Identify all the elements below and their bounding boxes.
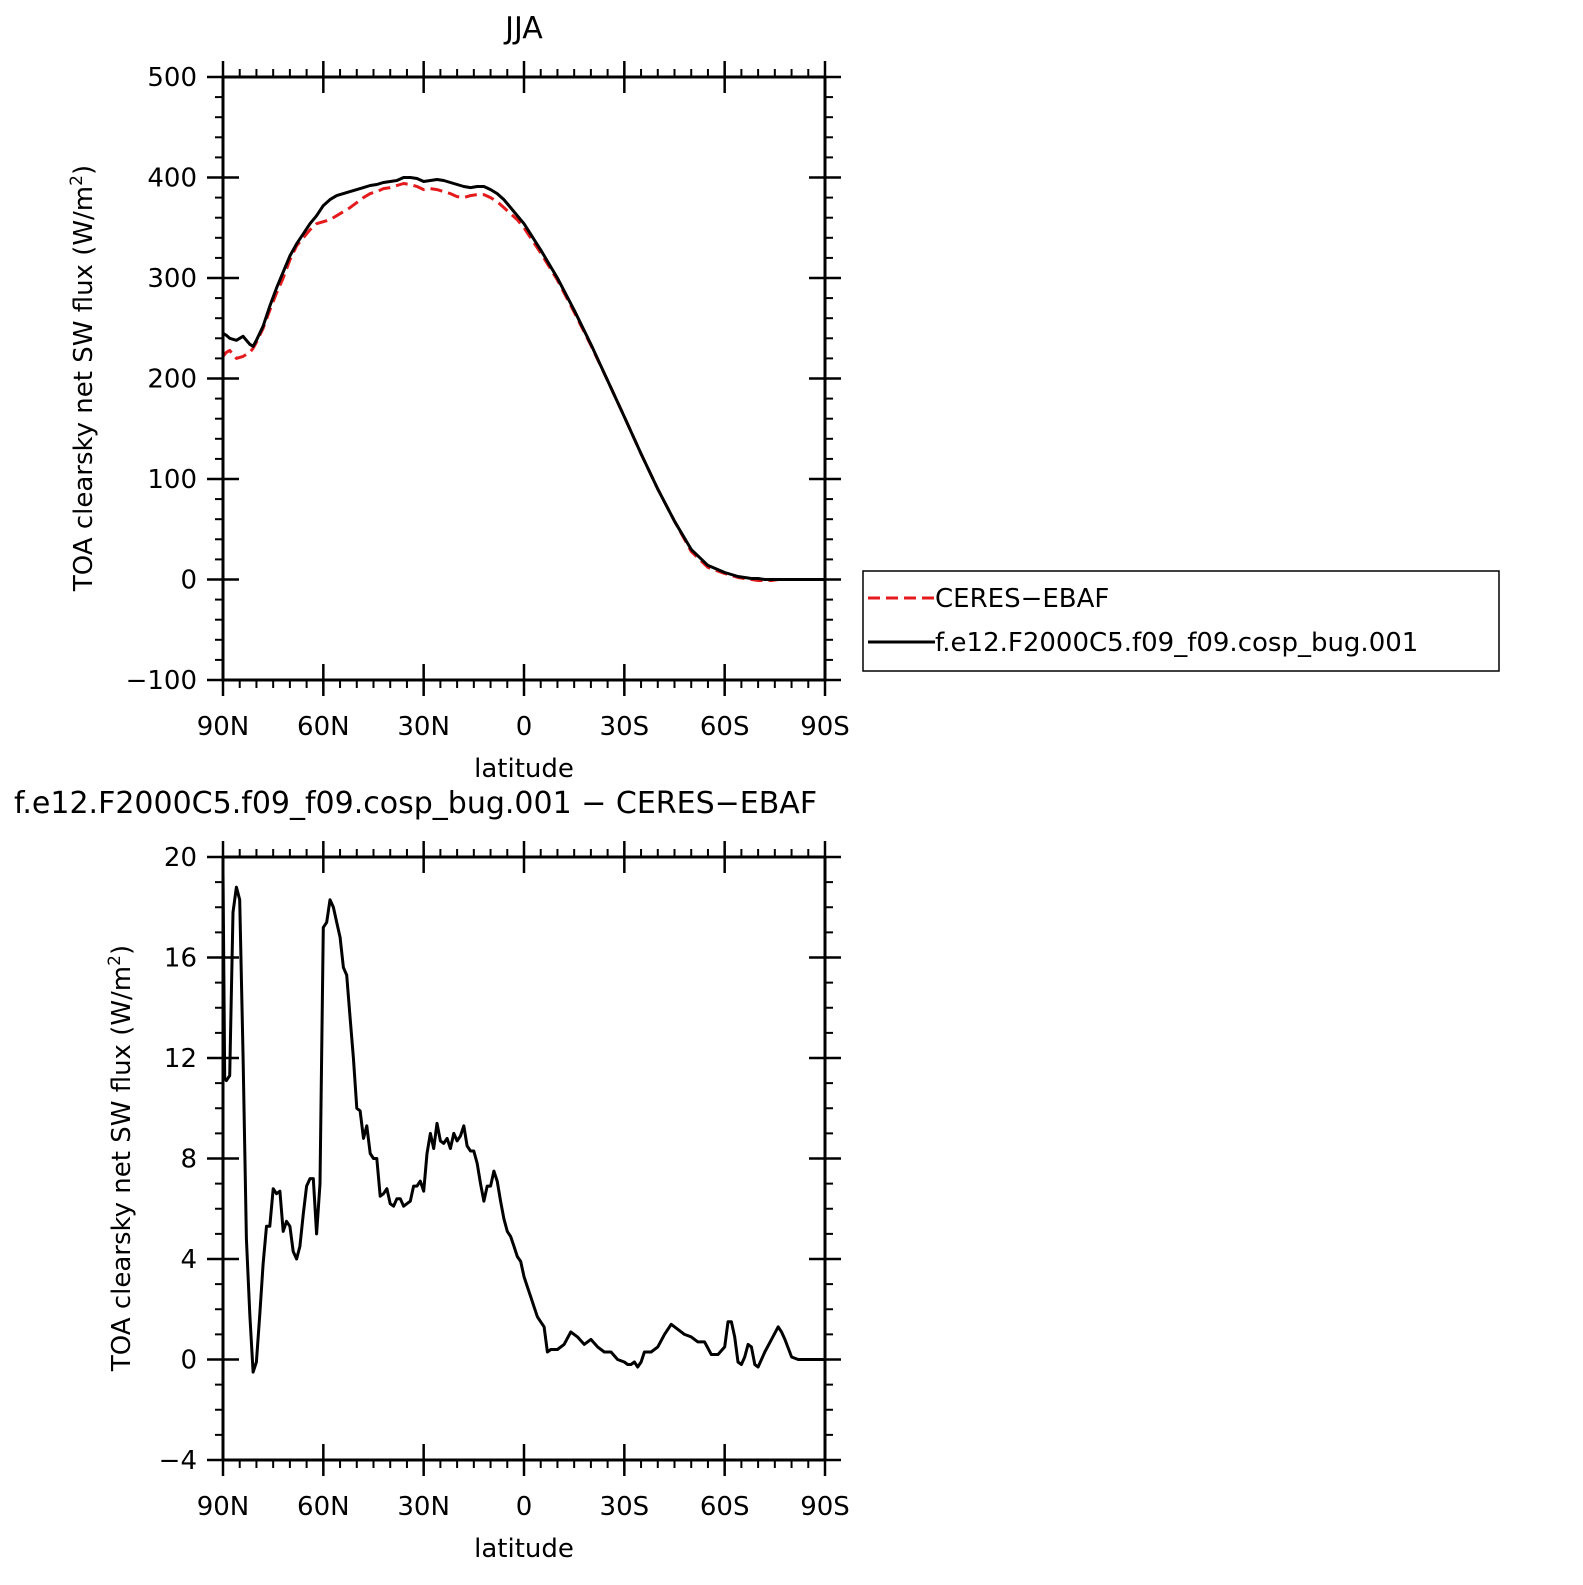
bottom-series-line-0 [221, 872, 825, 1374]
bottom-x-tick-label: 90N [197, 1492, 250, 1522]
bottom-x-tick-label: 90S [800, 1492, 850, 1522]
top-x-tick-label: 60S [700, 712, 750, 742]
bottom-y-tick-label: 12 [164, 1044, 197, 1074]
top-x-tick-label: 60N [297, 712, 350, 742]
bottom-y-axis-title-sup: 2 [105, 955, 125, 966]
top-y-axis-title-close: ) [69, 165, 99, 175]
top-y-tick-label: 0 [180, 566, 197, 596]
top-x-tick-label: 30N [397, 712, 450, 742]
bottom-y-tick-label: 4 [180, 1245, 197, 1275]
bottom-y-tick-label: 8 [180, 1145, 197, 1175]
top-plot-title: JJA [503, 11, 543, 46]
top-y-axis-title-main: TOA clearsky net SW flux (W/m [69, 186, 99, 592]
top-panel: JJA 500 400 300 200 100 0 −100 90N 60N 30N 0 30S 60… [67, 11, 1500, 784]
bottom-x-tick-label: 60S [700, 1492, 750, 1522]
legend-label-ceres: CERES−EBAF [935, 584, 1109, 614]
bottom-y-tick-label: 16 [164, 944, 197, 974]
legend: CERES−EBAF f.e12.F2000C5.f09_f09.cosp_bu… [862, 570, 1500, 672]
bottom-x-tick-label: 30S [600, 1492, 650, 1522]
top-y-tick-label: −100 [126, 666, 197, 696]
legend-label-model: f.e12.F2000C5.f09_f09.cosp_bug.001 [935, 628, 1418, 658]
top-series-line-1 [222, 176, 825, 581]
bottom-y-tick-label: −4 [159, 1446, 197, 1476]
bottom-x-tick-label: 0 [516, 1492, 533, 1522]
top-y-tick-label: 100 [147, 465, 197, 495]
top-series-line-0 [221, 182, 825, 582]
bottom-y-axis-title: TOA clearsky net SW flux (W/m2) [105, 945, 137, 1372]
top-x-axis-title: latitude [474, 754, 574, 784]
bottom-x-axis-title: latitude [474, 1534, 574, 1564]
top-y-axis-title-sup: 2 [67, 175, 87, 186]
top-x-tick-label: 0 [516, 712, 533, 742]
bottom-y-axis-title-close: ) [107, 945, 137, 955]
top-x-tick-label: 90S [800, 712, 850, 742]
top-x-tick-label: 90N [197, 712, 250, 742]
bottom-plot-frame [221, 855, 827, 1462]
bottom-y-tick-label: 20 [164, 843, 197, 873]
bottom-plot-title: f.e12.F2000C5.f09_f09.cosp_bug.001 − CER… [14, 786, 817, 821]
bottom-y-tick-label: 0 [180, 1346, 197, 1376]
top-y-tick-label: 400 [147, 164, 197, 194]
bottom-panel: f.e12.F2000C5.f09_f09.cosp_bug.001 − CER… [14, 786, 850, 1564]
top-y-tick-label: 300 [147, 264, 197, 294]
legend-box [862, 570, 1500, 672]
bottom-x-tick-label: 60N [297, 1492, 350, 1522]
top-y-axis-title: TOA clearsky net SW flux (W/m2) [67, 165, 99, 592]
top-x-tick-label: 30S [600, 712, 650, 742]
top-y-tick-label: 200 [147, 365, 197, 395]
bottom-x-tick-label: 30N [397, 1492, 450, 1522]
bottom-y-axis-title-main: TOA clearsky net SW flux (W/m [107, 966, 137, 1372]
top-y-tick-label: 500 [147, 63, 197, 93]
top-plot-frame [221, 75, 827, 682]
